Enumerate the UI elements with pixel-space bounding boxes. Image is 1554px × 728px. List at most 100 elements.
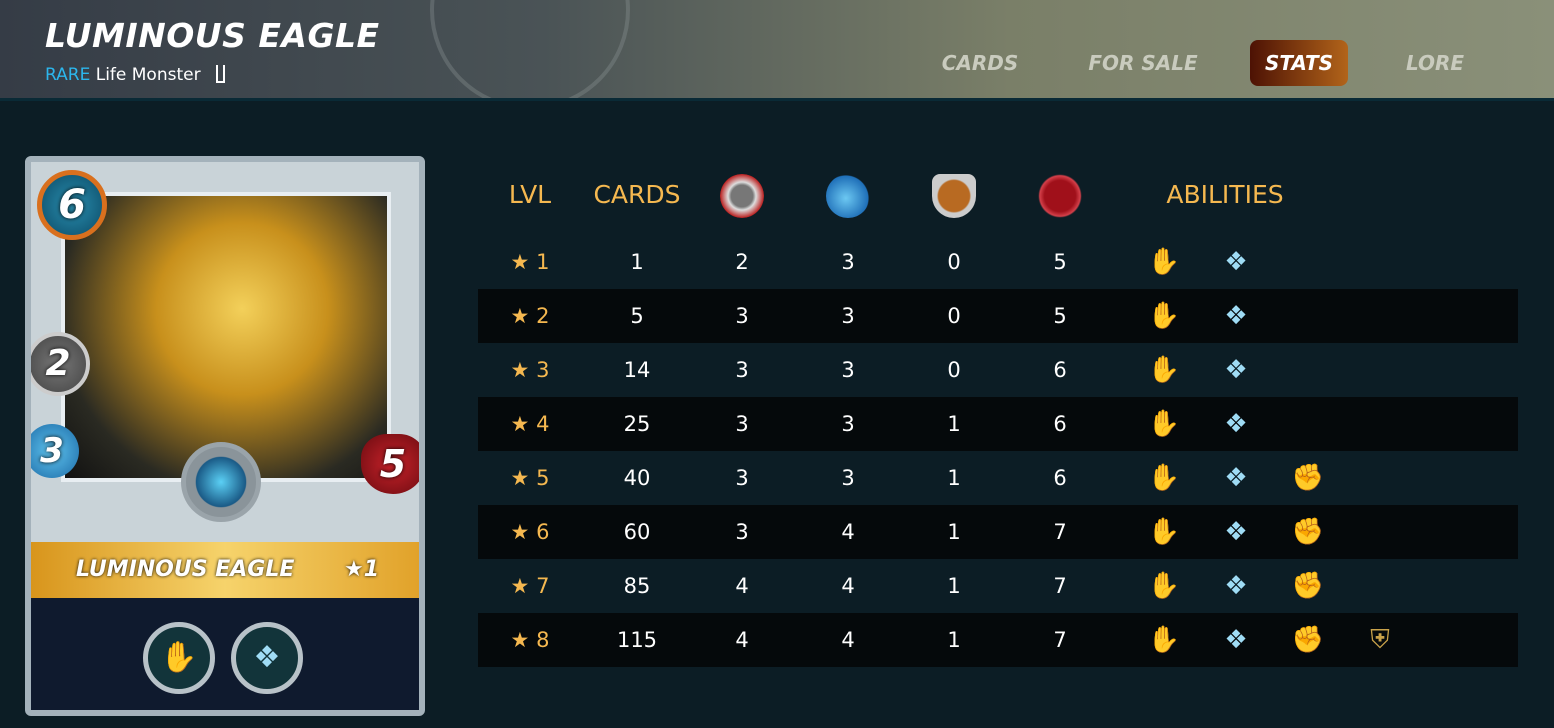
armor-value: 1 [947, 412, 961, 436]
tab-for-sale[interactable]: FOR SALE [1088, 51, 1198, 75]
armor-icon [932, 174, 976, 218]
card-subtitle: RARE Life Monster [45, 65, 225, 85]
speed-stat: 3 [31, 424, 79, 478]
green-claw-icon[interactable]: ✋ [1147, 625, 1181, 655]
red-fist-icon[interactable]: ✊ [1291, 571, 1325, 601]
cell-armor: 1 [904, 397, 1004, 451]
table-row: ★ 5 40 3 3 1 6 ✋ ❖ ✊ [478, 451, 1518, 505]
blue-wings-icon[interactable]: ❖ [1224, 301, 1248, 331]
armor-value: 0 [947, 304, 961, 328]
cell-magic: 4 [692, 613, 792, 667]
table-row: ★ 2 5 3 3 0 5 ✋ ❖ [478, 289, 1518, 343]
blue-wings-icon[interactable]: ❖ [1224, 625, 1248, 655]
cell-armor: 0 [904, 235, 1004, 289]
health-icon [1038, 174, 1082, 218]
cell-lvl: ★ 2 [480, 289, 580, 343]
card-name: LUMINOUS EAGLE [76, 557, 295, 582]
cell-cards: 85 [587, 559, 687, 613]
cell-armor: 1 [904, 451, 1004, 505]
green-claw-icon[interactable]: ✋ [1147, 247, 1181, 277]
cell-health: 7 [1010, 505, 1110, 559]
cell-armor: 1 [904, 505, 1004, 559]
monster-card: 6 2 3 5 LUMINOUS EAGLE ★1 ✋ ❖ [25, 156, 425, 716]
table-row: ★ 1 1 2 3 0 5 ✋ ❖ [478, 235, 1518, 289]
green-claw-icon[interactable]: ✋ [1147, 301, 1181, 331]
speed-value: 3 [841, 358, 855, 382]
cell-speed: 3 [798, 451, 898, 505]
cell-health: 5 [1010, 289, 1110, 343]
star-icon: ★ [510, 304, 537, 328]
lvl-value: 6 [536, 520, 550, 544]
table-row: ★ 3 14 3 3 0 6 ✋ ❖ [478, 343, 1518, 397]
magic-value: 3 [735, 520, 749, 544]
blue-wings-icon[interactable]: ❖ [1224, 571, 1248, 601]
blue-wings-icon[interactable]: ❖ [1224, 517, 1248, 547]
star-icon: ★ [510, 628, 537, 652]
life-splinter-gem [181, 442, 261, 522]
table-row: ★ 6 60 3 4 1 7 ✋ ❖ ✊ [478, 505, 1518, 559]
tab-stats[interactable]: STATS [1250, 40, 1348, 86]
health-stat: 5 [361, 434, 419, 494]
red-fist-icon[interactable]: ✊ [1291, 625, 1325, 655]
green-claw-icon[interactable]: ✋ [1147, 463, 1181, 493]
cards-value: 60 [623, 520, 651, 544]
table-row: ★ 8 115 4 4 1 7 ✋ ❖ ✊ ⛨ [478, 613, 1518, 667]
magic-value: 3 [735, 466, 749, 490]
tab-lore[interactable]: LORE [1405, 51, 1465, 75]
blue-wings-icon[interactable]: ❖ [1224, 463, 1248, 493]
speed-value: 3 [841, 466, 855, 490]
cell-lvl: ★ 6 [480, 505, 580, 559]
cell-speed: 4 [798, 505, 898, 559]
cell-health: 7 [1010, 613, 1110, 667]
armor-value: 0 [947, 358, 961, 382]
cell-magic: 3 [692, 505, 792, 559]
cell-cards: 14 [587, 343, 687, 397]
armor-value: 1 [947, 520, 961, 544]
tab-cards[interactable]: CARDS [941, 51, 1019, 75]
cards-value: 85 [623, 574, 651, 598]
armor-value: 1 [947, 574, 961, 598]
cell-lvl: ★ 3 [480, 343, 580, 397]
blue-wings-icon[interactable]: ❖ [1224, 409, 1248, 439]
cell-health: 6 [1010, 397, 1110, 451]
health-value: 7 [1053, 574, 1067, 598]
cell-health: 6 [1010, 451, 1110, 505]
cell-cards: 25 [587, 397, 687, 451]
cell-lvl: ★ 8 [480, 613, 580, 667]
blue-wings-icon[interactable]: ❖ [1224, 247, 1248, 277]
star-icon: ★ [510, 574, 537, 598]
magic-value: 3 [735, 412, 749, 436]
green-claw-icon[interactable]: ✋ [1147, 409, 1181, 439]
card-art-eagle [61, 192, 391, 482]
cell-magic: 3 [692, 451, 792, 505]
header-lvl: LVL [508, 180, 552, 209]
lvl-value: 7 [536, 574, 550, 598]
page-title: LUMINOUS EAGLE [45, 16, 380, 55]
green-claw-icon[interactable]: ✋ [1147, 571, 1181, 601]
green-claw-icon[interactable]: ✋ [1147, 517, 1181, 547]
cell-health: 6 [1010, 343, 1110, 397]
cell-magic: 2 [692, 235, 792, 289]
cell-magic: 4 [692, 559, 792, 613]
red-fist-icon[interactable]: ✊ [1291, 463, 1325, 493]
cell-cards: 5 [587, 289, 687, 343]
cards-value: 115 [616, 628, 658, 652]
lvl-value: 1 [536, 250, 550, 274]
cell-armor: 1 [904, 613, 1004, 667]
cell-speed: 3 [798, 397, 898, 451]
blue-wings-icon[interactable]: ❖ [1224, 355, 1248, 385]
green-claw-icon: ✋ [143, 622, 215, 694]
star-icon: ★ [510, 412, 537, 436]
green-claw-icon[interactable]: ✋ [1147, 355, 1181, 385]
cell-armor: 1 [904, 559, 1004, 613]
shield-emblem-icon[interactable]: ⛨ [1370, 625, 1390, 655]
blue-wings-icon: ❖ [231, 622, 303, 694]
cell-magic: 3 [692, 343, 792, 397]
magic-attack-icon [720, 174, 764, 218]
red-fist-icon[interactable]: ✊ [1291, 517, 1325, 547]
cell-lvl: ★ 1 [480, 235, 580, 289]
magic-value: 3 [735, 358, 749, 382]
speed-value: 4 [841, 520, 855, 544]
header: LUMINOUS EAGLE RARE Life Monster CARDS F… [0, 0, 1554, 101]
cell-lvl: ★ 5 [480, 451, 580, 505]
